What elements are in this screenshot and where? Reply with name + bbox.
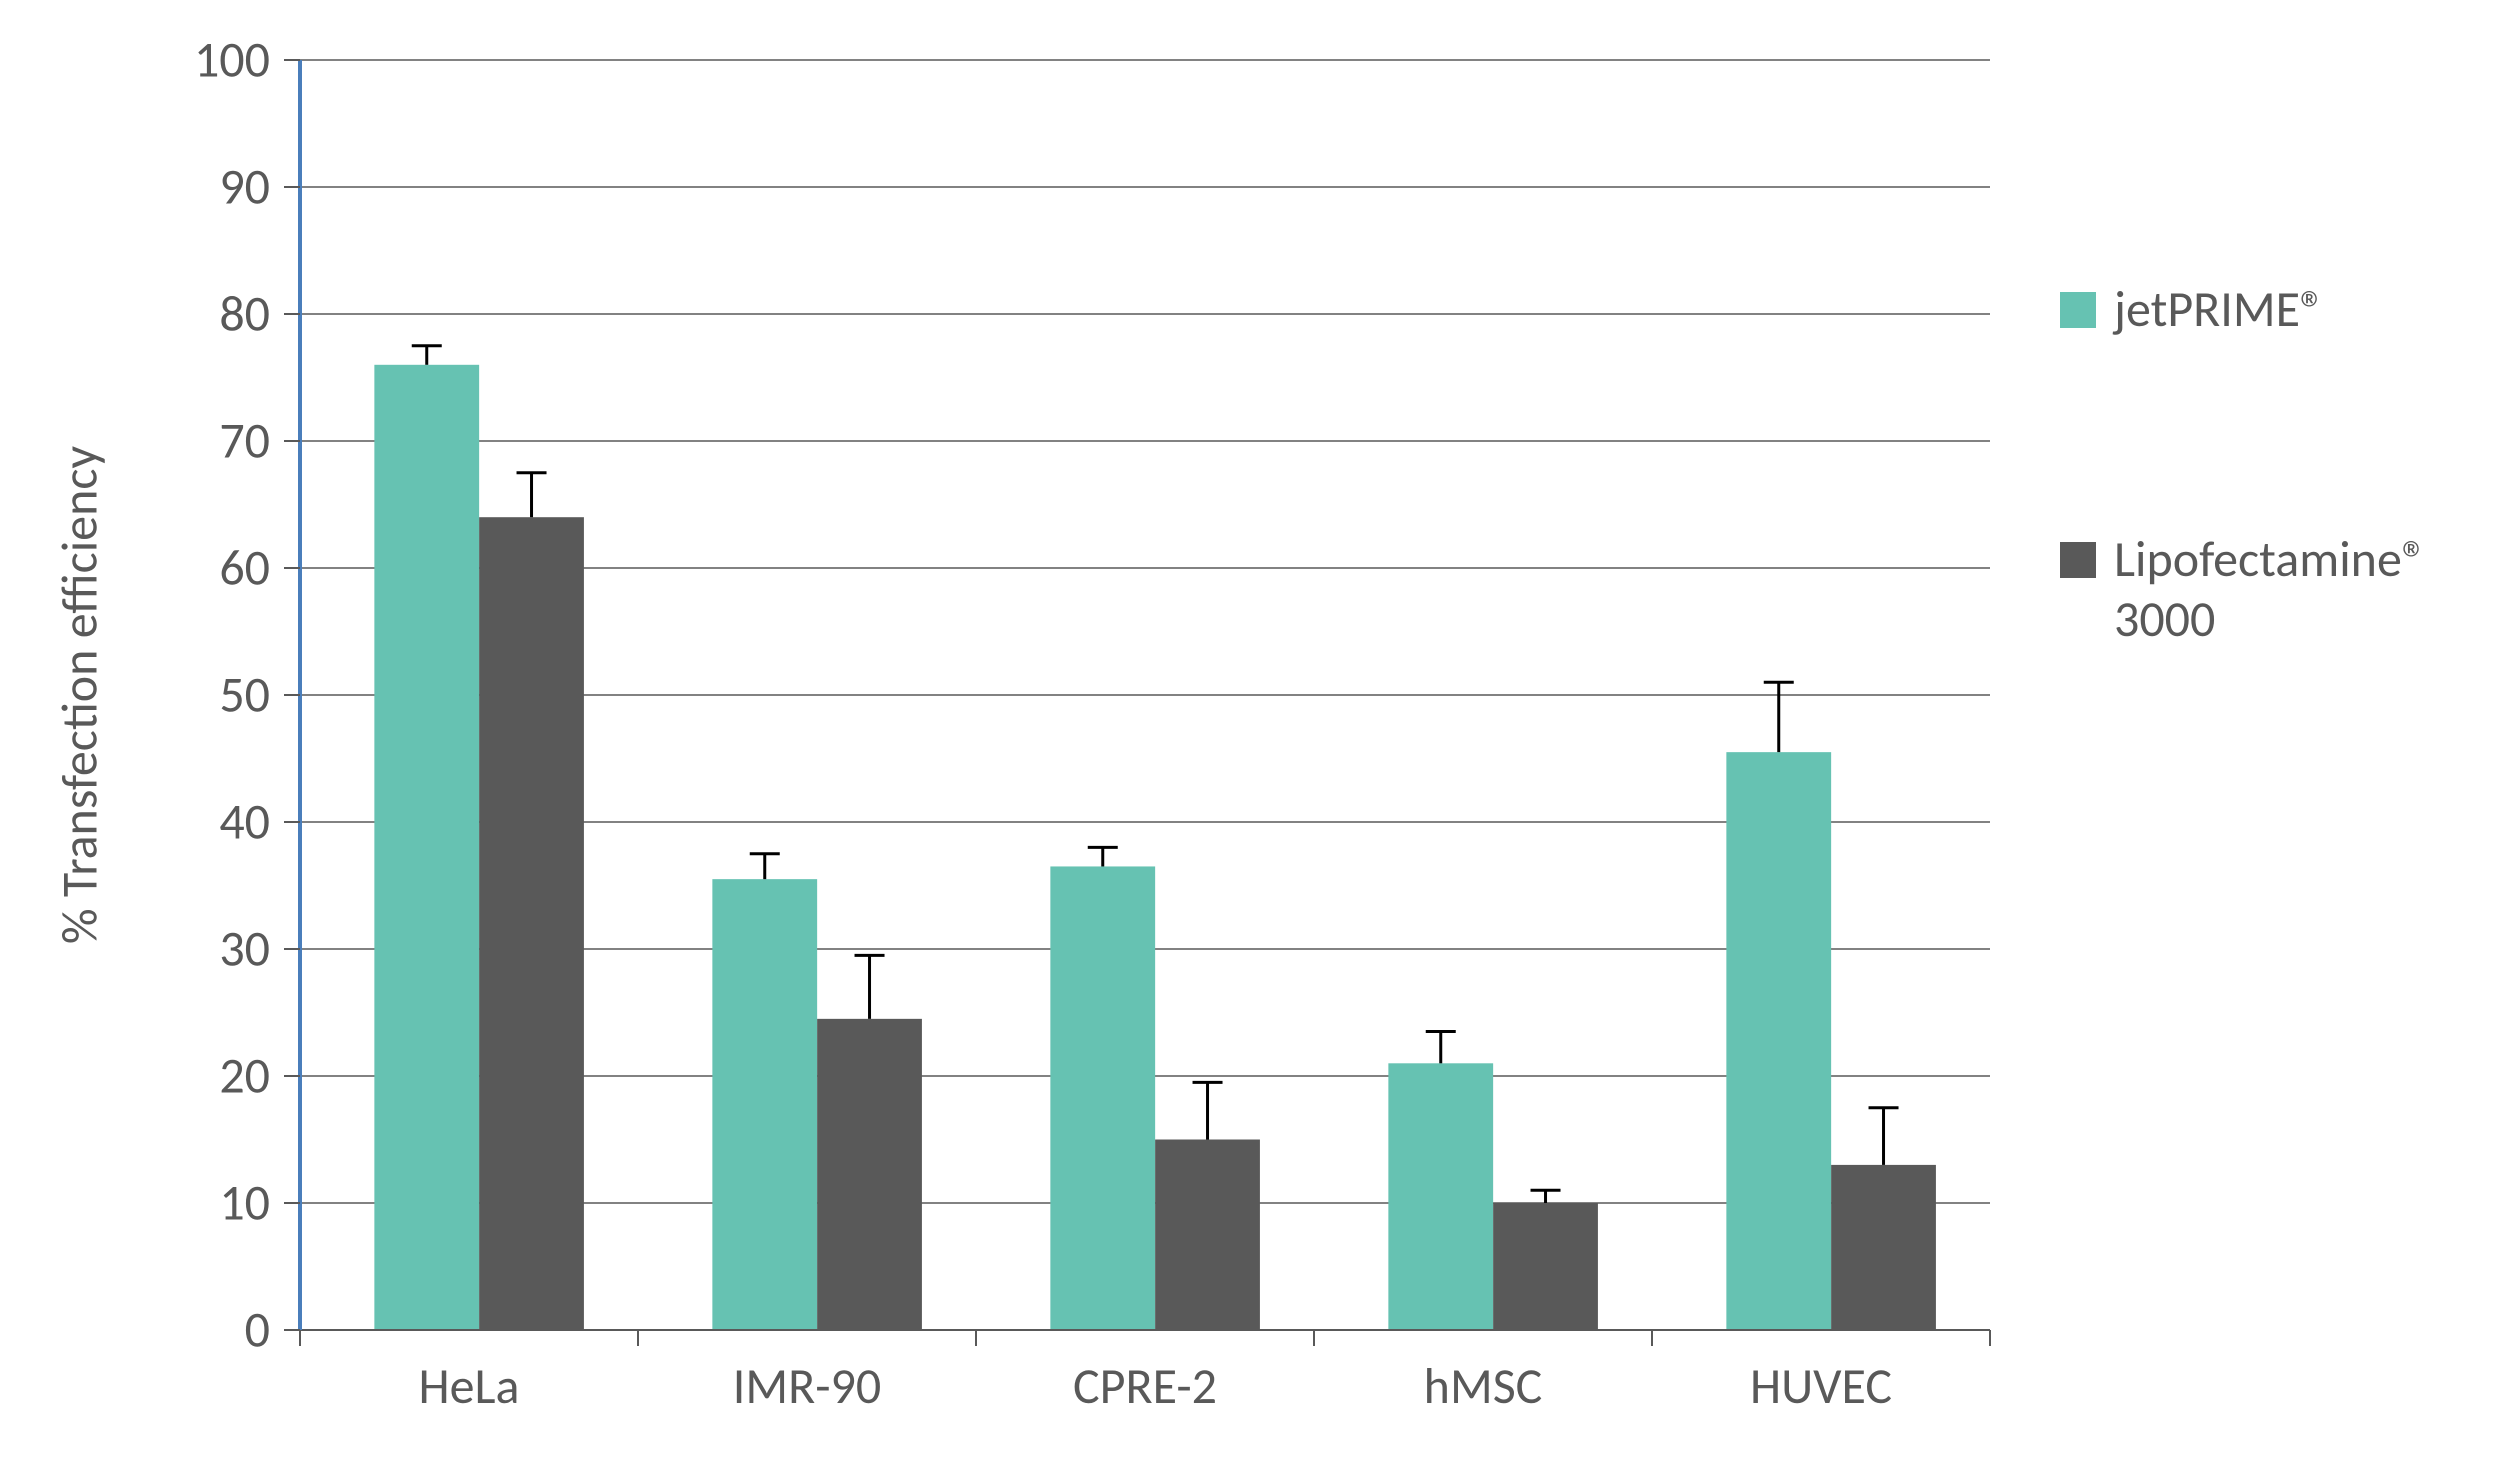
y-tick-label: 50: [0, 665, 270, 726]
x-tick-label: HeLa: [418, 1356, 519, 1417]
y-tick-label: 70: [0, 411, 270, 472]
bar: [374, 365, 479, 1330]
bar: [1155, 1140, 1260, 1331]
y-tick-label: 10: [0, 1173, 270, 1234]
legend-swatch: [2060, 292, 2096, 328]
bar: [1831, 1165, 1936, 1330]
x-tick-label: HUVEC: [1750, 1356, 1892, 1417]
y-tick-label: 0: [0, 1300, 270, 1361]
y-tick-label: 90: [0, 157, 270, 218]
bar: [817, 1019, 922, 1330]
bar: [479, 517, 584, 1330]
bar: [1050, 866, 1155, 1330]
chart-svg: [0, 0, 2497, 1461]
chart-container: 0 10 20 30 40 50 60 70 80 90 100 HeLa IMR-90 CPRE-2 hM…: [0, 0, 2497, 1461]
y-tick-label: 100: [0, 30, 270, 91]
bar: [1388, 1063, 1493, 1330]
legend-item: jetPRIME®: [2060, 280, 2325, 340]
legend-item: Lipofectamine® 3000: [2060, 530, 2494, 650]
bar: [712, 879, 817, 1330]
bar: [1493, 1203, 1598, 1330]
y-tick-label: 40: [0, 792, 270, 853]
legend-swatch: [2060, 542, 2096, 578]
y-tick-label: 60: [0, 538, 270, 599]
y-axis-title: % Transfection efficiency: [50, 446, 111, 944]
y-tick-label: 30: [0, 919, 270, 980]
y-tick-label: 80: [0, 284, 270, 345]
x-tick-label: IMR-90: [733, 1356, 882, 1417]
bar: [1726, 752, 1831, 1330]
legend-label: jetPRIME®: [2114, 280, 2325, 340]
x-tick-label: CPRE-2: [1073, 1356, 1217, 1417]
y-tick-label: 20: [0, 1046, 270, 1107]
x-tick-label: hMSC: [1424, 1356, 1543, 1417]
legend-label: Lipofectamine® 3000: [2114, 530, 2494, 650]
